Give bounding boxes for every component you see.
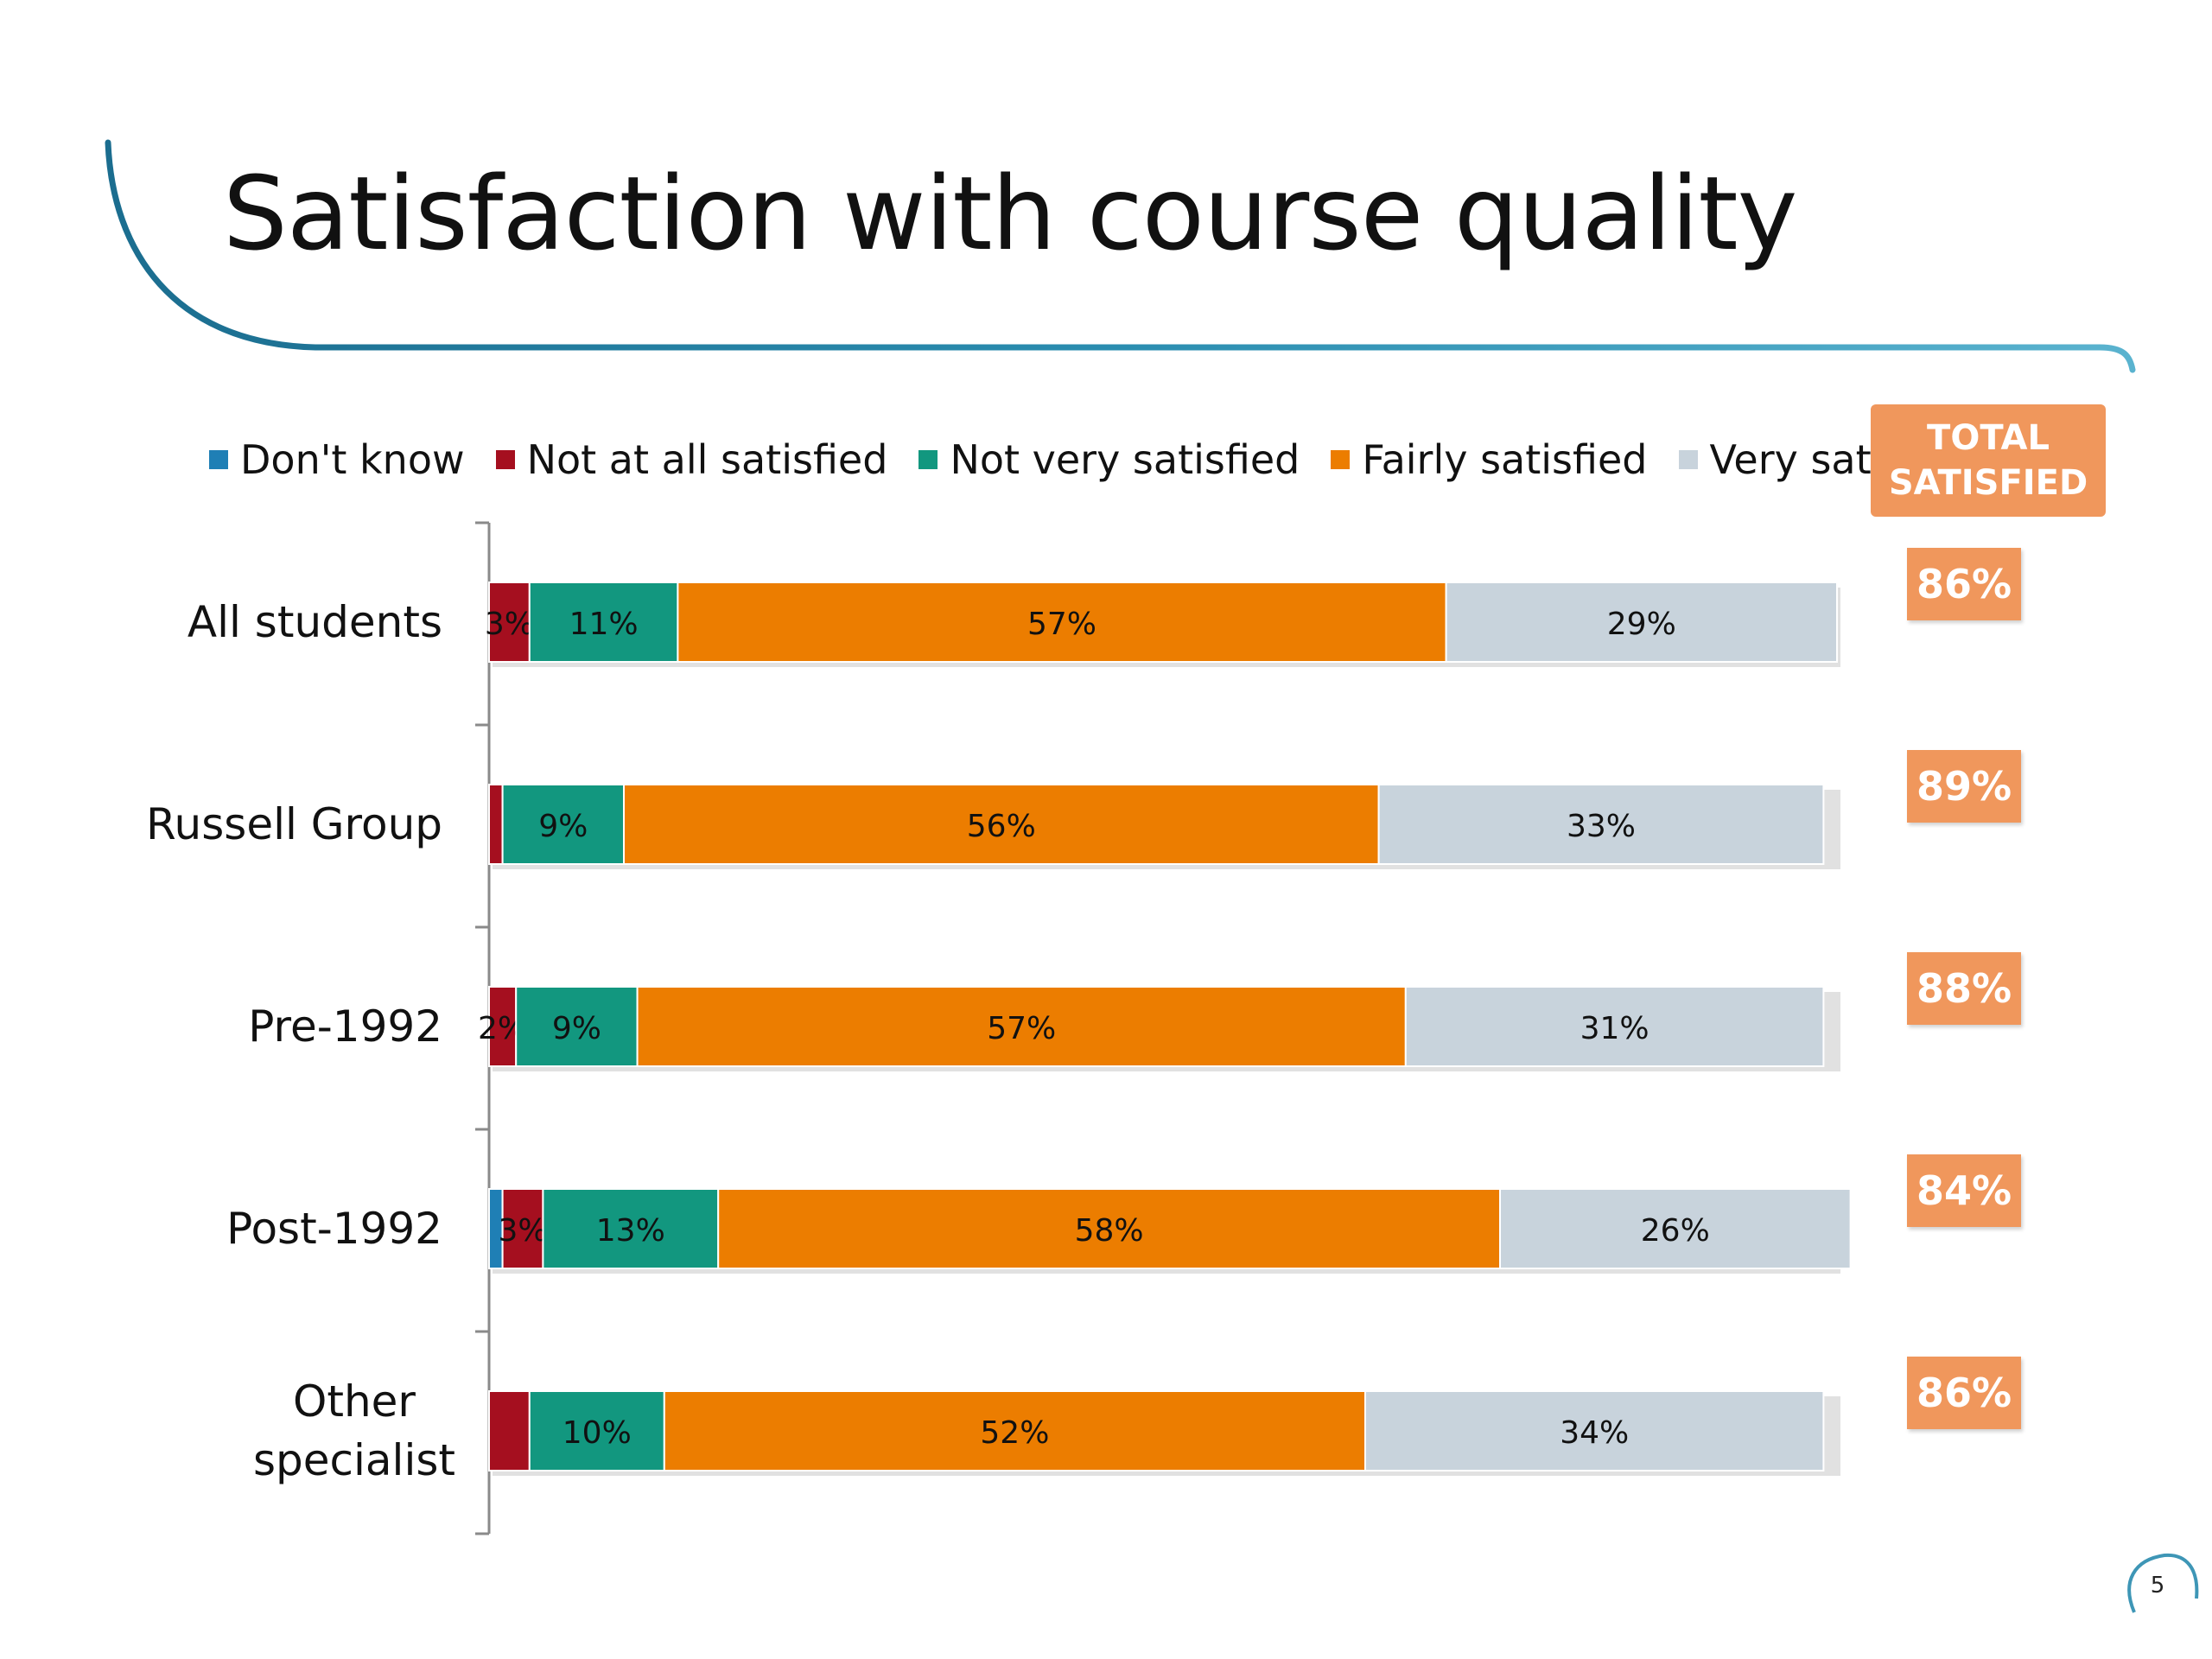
bar-fairly-satisfied <box>623 784 1380 865</box>
legend-label-fairly-satisfied: Fairly satisfied <box>1362 436 1648 483</box>
legend-swatch-dont-know <box>209 450 228 469</box>
data-label: 33% <box>1567 809 1636 844</box>
data-label: 11% <box>569 607 639 642</box>
bar-very-satisfied <box>1377 784 1825 865</box>
data-label: 31% <box>1580 1011 1649 1046</box>
bar-very-satisfied <box>1364 1390 1825 1471</box>
legend-label-not-at-all-satisfied: Not at all satisfied <box>526 436 888 483</box>
data-label: 26% <box>1641 1213 1710 1249</box>
total-satisfied-value: 88% <box>1907 952 2021 1025</box>
legend-item-not-at-all-satisfied: Not at all satisfied <box>495 436 888 483</box>
data-label: 56% <box>967 809 1036 844</box>
data-label: 34% <box>1560 1415 1629 1451</box>
total-satisfied-value: 86% <box>1907 548 2021 620</box>
page-corner-swoosh <box>2127 1553 2199 1613</box>
legend-swatch-very-satisfied <box>1678 450 1698 469</box>
bar-fairly-satisfied <box>636 986 1407 1067</box>
category-label: Other specialist <box>253 1376 455 1485</box>
legend-swatch-not-at-all-satisfied <box>495 450 515 469</box>
category-label: Post-1992 <box>226 1204 442 1254</box>
category-label: Russell Group <box>146 799 442 849</box>
total-header-line-2: SATISFIED <box>1888 463 2088 503</box>
bar-fairly-satisfied <box>677 582 1447 663</box>
bar-not-at-all-satisfied <box>488 784 504 865</box>
bar-very-satisfied <box>1445 582 1838 663</box>
legend-item-dont-know: Don't know <box>209 436 465 483</box>
bar-fairly-satisfied <box>663 1390 1366 1471</box>
slide-title: Satisfaction with course quality <box>223 154 1797 273</box>
data-label: 13% <box>596 1213 665 1249</box>
legend-item-fairly-satisfied: Fairly satisfied <box>1331 436 1648 483</box>
bar-not-at-all-satisfied <box>488 1390 531 1471</box>
legend-label-not-very-satisfied: Not very satisfied <box>950 436 1300 483</box>
bar-not-very-satisfied <box>501 784 625 865</box>
title-swoosh <box>105 139 2136 373</box>
bar-very-satisfied <box>1404 986 1825 1067</box>
total-satisfied-value: 84% <box>1907 1154 2021 1227</box>
data-label: 57% <box>987 1011 1056 1046</box>
total-header-line-1: TOTAL <box>1927 418 2050 458</box>
data-label: 52% <box>980 1415 1049 1451</box>
total-satisfied-header: TOTAL SATISFIED <box>1871 404 2106 517</box>
data-label: 29% <box>1607 607 1676 642</box>
bar-very-satisfied <box>1499 1188 1852 1269</box>
total-satisfied-value: 86% <box>1907 1357 2021 1429</box>
category-label: Pre-1992 <box>248 1001 442 1052</box>
bar-fairly-satisfied <box>717 1188 1501 1269</box>
legend-item-not-very-satisfied: Not very satisfied <box>918 436 1300 483</box>
data-label: 58% <box>1075 1213 1144 1249</box>
bar-not-very-satisfied <box>542 1188 720 1269</box>
total-satisfied-value: 89% <box>1907 750 2021 823</box>
bar-not-at-all-satisfied <box>488 986 518 1067</box>
page-number: 5 <box>2150 1573 2165 1599</box>
legend-swatch-fairly-satisfied <box>1331 450 1351 469</box>
bar-not-at-all-satisfied <box>488 582 531 663</box>
bar-not-very-satisfied <box>515 986 639 1067</box>
data-label: 57% <box>1027 607 1096 642</box>
bar-not-very-satisfied <box>528 582 679 663</box>
data-label: 10% <box>563 1415 632 1451</box>
chart-legend: Don't know Not at all satisfied Not very… <box>209 436 1978 483</box>
data-label: 9% <box>552 1011 601 1046</box>
legend-label-dont-know: Don't know <box>240 436 465 483</box>
data-label: 9% <box>538 809 588 844</box>
data-label: 3% <box>498 1213 547 1249</box>
data-label: 3% <box>485 607 534 642</box>
category-label: All students <box>188 597 442 647</box>
legend-swatch-not-very-satisfied <box>918 450 938 469</box>
